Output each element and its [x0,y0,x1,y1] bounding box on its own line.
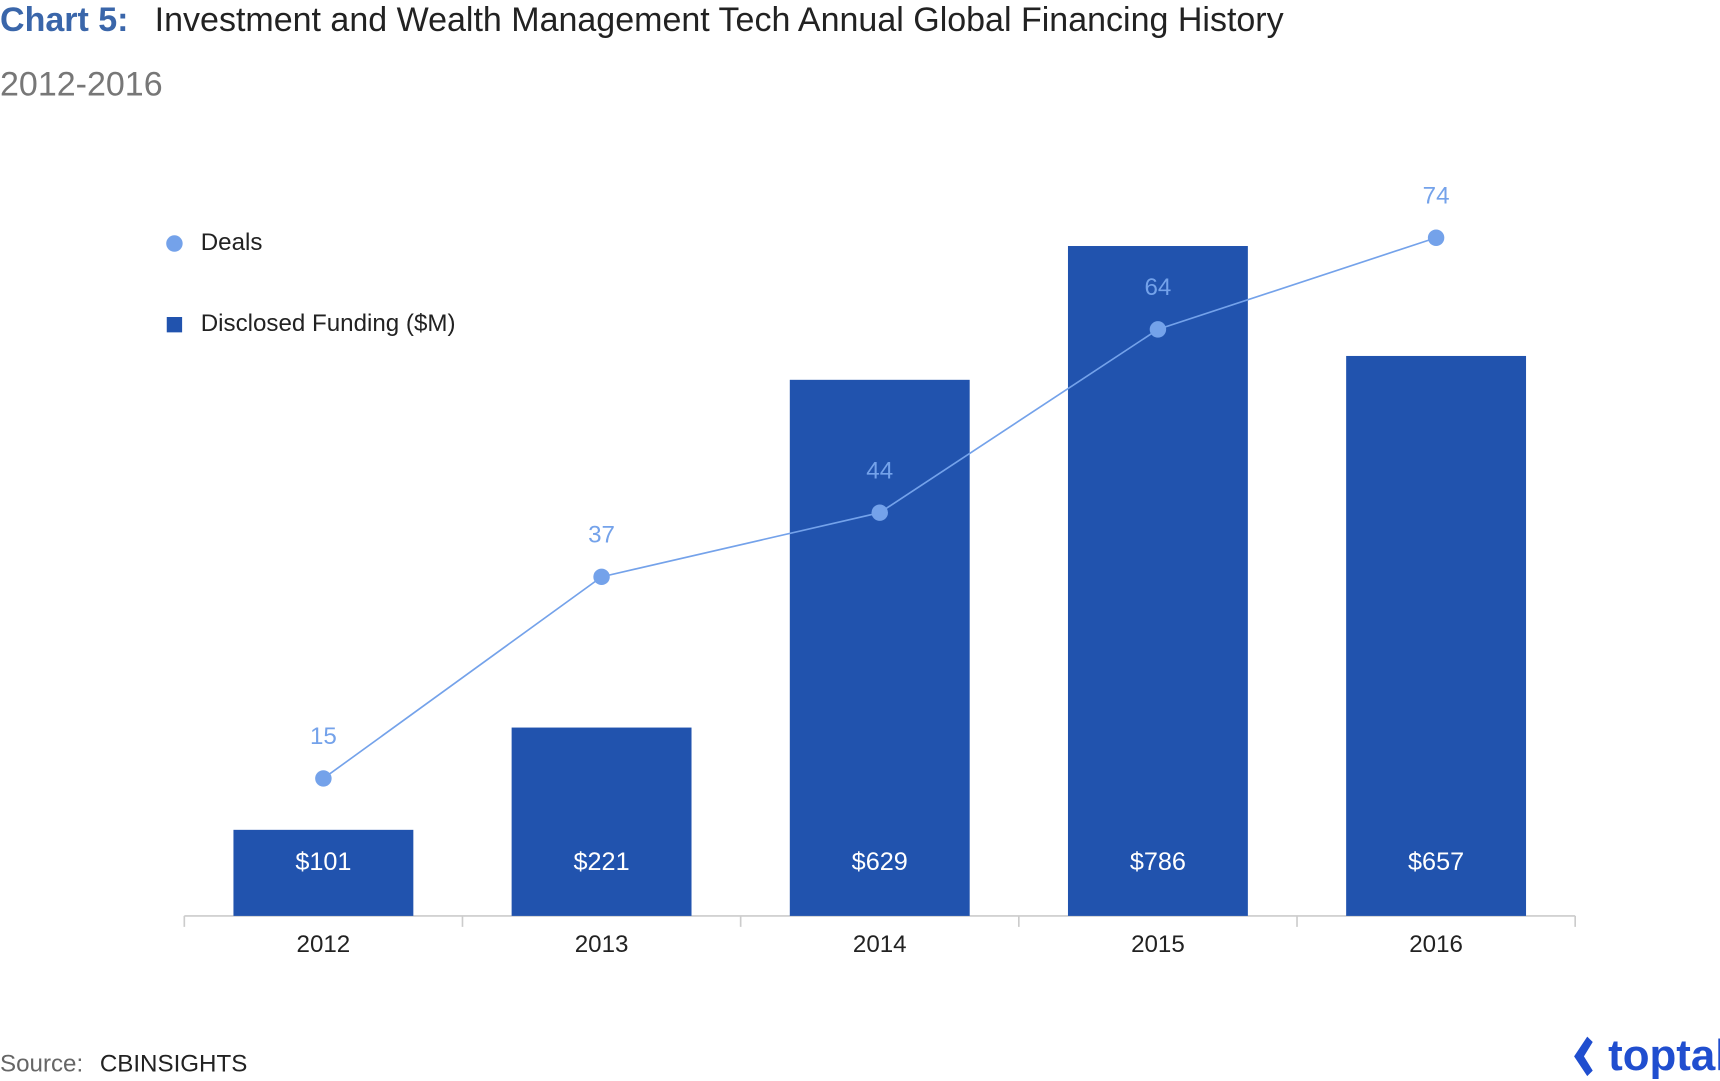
bar [233,829,414,916]
chart-subtitle: 2012-2016 [0,66,163,104]
legend-marker [166,317,183,333]
line-point [1149,321,1167,338]
bar [1067,246,1248,916]
bar [511,727,692,916]
bar-value-label: $101 [295,848,351,876]
chart-title-prefix: Chart 5: [0,1,128,39]
x-tick-label: 2014 [853,931,907,958]
point-value-label: 44 [866,457,893,484]
source-label: Source: [0,1050,83,1077]
bar-value-label: $221 [574,848,630,876]
legend-marker [166,235,183,252]
bar-value-label: $629 [852,848,908,876]
logo: toptal [1574,1031,1720,1080]
source: CBINSIGHTS [100,1050,247,1077]
bar-value-label: $786 [1130,848,1186,876]
line-point [1427,229,1445,246]
x-tick-label: 2013 [575,931,629,958]
bar [789,379,970,916]
line-point [871,504,888,521]
point-value-label: 74 [1423,183,1450,210]
x-tick-label: 2015 [1131,931,1185,958]
logo-text: toptal [1608,1031,1720,1080]
point-value-label: 64 [1144,274,1171,301]
legend-label: Deals [201,229,263,256]
point-value-label: 37 [588,522,615,549]
bar [1346,355,1527,916]
x-tick-label: 2012 [297,931,351,958]
x-tick-label: 2016 [1409,931,1463,958]
logo-icon [1574,1036,1593,1077]
chart-title: Investment and Wealth Management Tech An… [155,1,1284,39]
point-value-label: 15 [310,723,337,750]
legend-label: Disclosed Funding ($M) [201,310,456,337]
bar-value-label: $657 [1408,848,1464,876]
line-point [315,770,332,787]
line-point [593,568,610,586]
